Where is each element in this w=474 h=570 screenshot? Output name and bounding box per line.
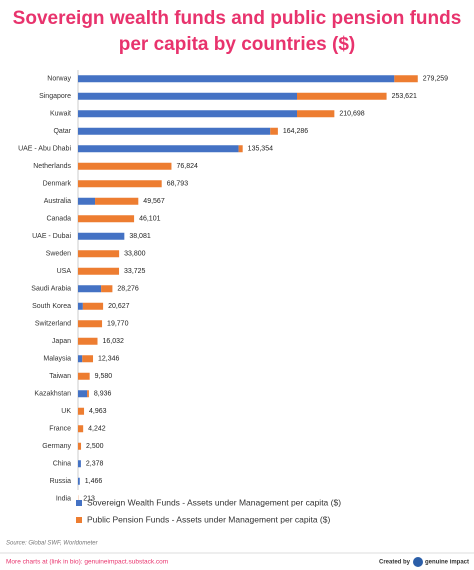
value-label: 20,627	[108, 303, 130, 310]
value-label: 210,698	[339, 111, 364, 118]
bar-segment	[297, 110, 335, 118]
value-label: 1,466	[85, 478, 103, 485]
bar-segment	[78, 425, 84, 433]
bar-segment	[78, 145, 239, 153]
bar-segment	[78, 75, 395, 83]
y-tick-label: UK	[61, 408, 71, 415]
bar-segment	[82, 355, 94, 363]
y-tick-label: Saudi Arabia	[31, 286, 71, 293]
bar-segment	[297, 92, 387, 100]
bar-segment	[78, 180, 162, 188]
y-tick-label: Canada	[46, 216, 71, 223]
chart-title: Sovereign wealth funds and public pensio…	[13, 8, 462, 29]
y-tick-label: UAE - Dubai	[32, 233, 71, 240]
value-label: 12,346	[98, 356, 120, 363]
value-label: 19,770	[107, 321, 129, 328]
legend-swatch	[76, 517, 82, 523]
bar-segment	[78, 197, 96, 205]
value-label: 68,793	[167, 181, 189, 188]
bar-segment	[238, 145, 243, 153]
bar-segment	[87, 390, 89, 398]
y-tick-label: Malaysia	[43, 356, 71, 363]
value-label: 279,259	[423, 76, 448, 83]
y-tick-label: France	[49, 426, 71, 433]
y-tick-label: Russia	[50, 478, 72, 485]
bar-segment	[78, 267, 120, 275]
bar-segment	[95, 197, 139, 205]
value-label: 9,580	[95, 373, 113, 380]
y-tick-label: Singapore	[39, 93, 71, 100]
value-label: 4,963	[89, 408, 107, 415]
y-tick-label: Switzerland	[35, 321, 71, 328]
value-label: 2,500	[86, 443, 104, 450]
bar-segment	[82, 302, 104, 310]
bar-segment	[78, 442, 82, 450]
bar-segment	[78, 92, 297, 100]
y-tick-label: UAE - Abu Dhabi	[18, 146, 71, 153]
value-label: 2,378	[86, 461, 104, 468]
bar-segment	[78, 285, 102, 293]
bar-segment	[78, 110, 297, 118]
y-tick-label: Japan	[52, 338, 71, 345]
bar-segment	[78, 390, 88, 398]
value-label: 28,276	[117, 286, 139, 293]
bar-segment	[78, 162, 172, 170]
value-label: 164,286	[283, 128, 308, 135]
value-label: 33,725	[124, 268, 146, 275]
bar-segment	[78, 320, 103, 328]
bar-segment	[78, 302, 83, 310]
bar-segment	[78, 127, 271, 135]
bar-segment	[101, 285, 113, 293]
y-tick-label: Sweden	[46, 251, 71, 258]
y-tick-label: Qatar	[53, 128, 71, 135]
bar-segment	[78, 477, 80, 485]
value-label: 213	[83, 496, 95, 503]
logo	[413, 557, 423, 567]
y-tick-label: Australia	[44, 198, 71, 205]
chart-title: per capita by countries ($)	[119, 34, 356, 55]
footer-credit: Created by	[379, 560, 411, 566]
y-tick-label: Netherlands	[33, 163, 71, 170]
bar-segment	[78, 337, 98, 345]
value-label: 33,800	[124, 251, 146, 258]
bar-segment	[394, 75, 418, 83]
footer-link: More charts at (link in bio): genuineimp…	[6, 559, 168, 566]
value-label: 8,936	[94, 391, 112, 398]
y-tick-label: India	[56, 496, 71, 503]
bar-segment	[78, 372, 90, 380]
y-tick-label: Norway	[47, 76, 71, 83]
y-tick-label: South Korea	[32, 303, 71, 310]
y-tick-label: Germany	[42, 443, 71, 450]
legend-label: Public Pension Funds - Assets under Mana…	[87, 514, 330, 524]
value-label: 253,621	[392, 93, 417, 100]
y-tick-label: China	[53, 461, 71, 468]
y-tick-label: Taiwan	[49, 373, 71, 380]
source: Source: Global SWF, Worldometer	[6, 541, 99, 547]
bar-segment	[78, 460, 81, 468]
y-tick-label: Denmark	[43, 181, 72, 188]
value-label: 4,242	[88, 426, 106, 433]
bar-segment	[78, 407, 85, 415]
y-tick-label: Kazakhstan	[34, 391, 71, 398]
bar-segment	[78, 215, 135, 223]
value-label: 16,032	[103, 338, 125, 345]
value-label: 46,101	[139, 216, 161, 223]
y-tick-label: Kuwait	[50, 111, 71, 118]
value-label: 38,081	[129, 233, 151, 240]
value-label: 49,567	[143, 198, 165, 205]
bar-segment	[78, 355, 83, 363]
bar-segment	[78, 232, 125, 240]
bar-segment	[270, 127, 278, 135]
y-tick-label: USA	[57, 268, 72, 275]
footer-brand: genuine impact	[425, 560, 469, 566]
value-label: 76,824	[176, 163, 198, 170]
legend-swatch	[76, 500, 82, 506]
value-label: 135,354	[248, 146, 273, 153]
legend-label: Sovereign Wealth Funds - Assets under Ma…	[87, 497, 341, 507]
bar-segment	[78, 250, 120, 258]
